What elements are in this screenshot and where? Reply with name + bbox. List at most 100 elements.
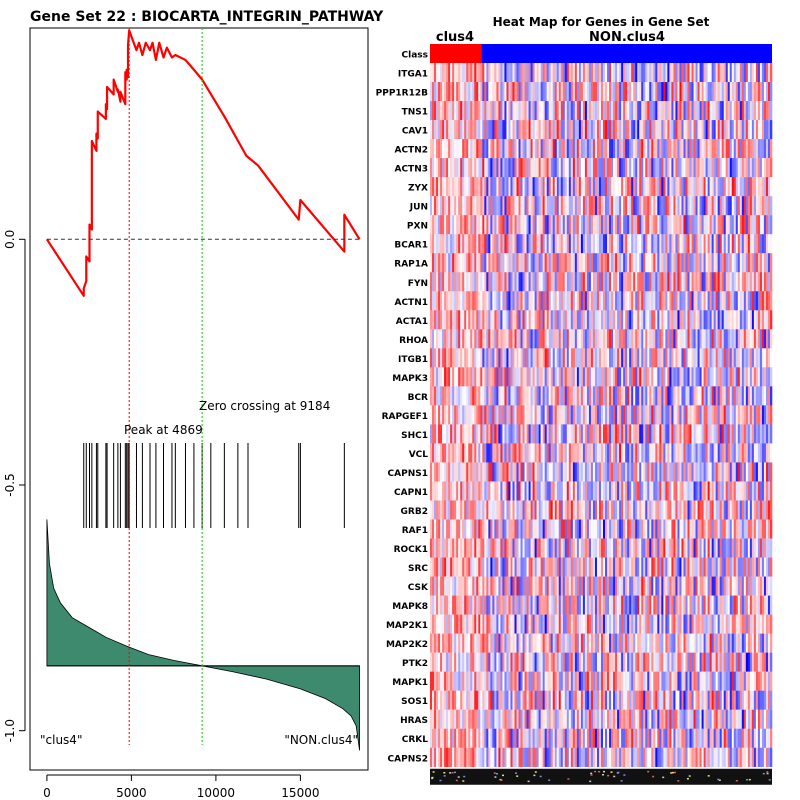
heatmap-cell xyxy=(709,405,712,425)
heatmap-cell xyxy=(548,139,551,159)
heatmap-cell xyxy=(470,63,473,83)
heatmap-cell xyxy=(558,405,562,425)
heatmap-cell xyxy=(446,576,449,596)
heatmap-cell xyxy=(512,101,515,121)
heatmap-cell xyxy=(454,576,457,596)
heatmap-cell xyxy=(542,272,545,292)
heatmap-cell xyxy=(695,120,698,140)
heatmap-cell xyxy=(546,348,549,368)
heatmap-cell xyxy=(520,82,523,102)
heatmap-cell xyxy=(482,500,485,520)
heatmap-cell xyxy=(755,310,759,330)
heatmap-cell xyxy=(522,234,525,254)
heatmap-cell xyxy=(560,158,564,178)
heatmap-cell xyxy=(615,215,618,235)
heatmap-cell xyxy=(627,215,630,235)
heatmap-cell xyxy=(540,443,543,463)
heatmap-cell xyxy=(558,329,562,349)
heatmap-cell xyxy=(701,557,704,577)
heatmap-cell xyxy=(534,158,537,178)
heatmap-cell xyxy=(761,272,765,292)
heatmap-cell xyxy=(488,462,491,482)
heatmap-cell xyxy=(504,272,507,292)
heatmap-cell xyxy=(516,462,519,482)
heatmap-cell xyxy=(731,215,735,235)
heatmap-cell xyxy=(707,120,710,140)
heatmap-cell xyxy=(534,595,537,615)
heatmap-cell xyxy=(450,538,453,558)
heatmap-cell xyxy=(462,234,465,254)
heatmap-cell xyxy=(751,139,755,159)
heatmap-cell xyxy=(582,462,586,482)
heatmap-cell xyxy=(586,424,590,444)
heatmap-cell xyxy=(598,424,602,444)
heatmap-cell xyxy=(705,576,708,596)
heatmap-cell xyxy=(715,63,718,83)
heatmap-cell xyxy=(456,310,459,330)
heatmap-cell xyxy=(663,215,666,235)
heatmap-cell xyxy=(456,63,459,83)
heatmap-cell xyxy=(582,386,586,406)
heatmap-cell xyxy=(735,63,739,83)
heatmap-cell xyxy=(733,177,737,197)
heatmap-cell xyxy=(703,310,706,330)
heatmap-cell xyxy=(633,348,636,368)
heatmap-cell xyxy=(510,348,513,368)
heatmap-cell xyxy=(434,481,437,501)
heatmap-cell xyxy=(566,462,570,482)
heatmap-cell xyxy=(699,367,702,387)
heatmap-cell xyxy=(745,443,749,463)
heatmap-cell xyxy=(695,139,698,159)
heatmap-cell xyxy=(717,348,720,368)
heatmap-cell xyxy=(456,196,459,216)
heatmap-cell xyxy=(588,272,592,292)
heatmap-cell xyxy=(731,139,735,159)
heatmap-cell xyxy=(580,196,584,216)
heatmap-cell xyxy=(703,443,706,463)
heatmap-cell xyxy=(538,82,541,102)
heatmap-cell xyxy=(498,101,501,121)
heatmap-cell xyxy=(627,367,630,387)
heatmap-cell xyxy=(494,101,497,121)
heatmap-cell xyxy=(526,538,529,558)
heatmap-cell xyxy=(687,253,690,273)
heatmap-cell xyxy=(729,120,733,140)
heatmap-cell xyxy=(603,481,606,501)
heatmap-cell xyxy=(524,329,527,349)
heatmap-cell xyxy=(544,253,547,273)
heatmap-cell xyxy=(607,177,610,197)
heatmap-cell xyxy=(522,500,525,520)
heatmap-cell xyxy=(518,82,521,102)
heatmap-cell xyxy=(653,595,656,615)
heatmap-cell xyxy=(615,82,618,102)
heatmap-cell xyxy=(526,348,529,368)
heatmap-cell xyxy=(763,177,767,197)
heatmap-cell xyxy=(476,101,479,121)
heatmap-cell xyxy=(629,519,632,539)
heatmap-cell xyxy=(659,272,662,292)
heatmap-cell xyxy=(482,424,485,444)
heatmap-cell xyxy=(526,310,529,330)
heatmap-cell xyxy=(699,405,702,425)
heatmap-cell xyxy=(550,139,554,159)
heatmap-cell xyxy=(460,82,463,102)
heatmap-cell xyxy=(574,367,578,387)
heatmap-cell xyxy=(705,101,708,121)
heatmap-cell xyxy=(430,158,433,178)
heatmap-cell xyxy=(747,557,751,577)
heatmap-cell xyxy=(482,519,485,539)
heatmap-cell xyxy=(530,234,533,254)
heatmap-cell xyxy=(434,424,437,444)
heatmap-cell xyxy=(641,196,644,216)
heatmap-cell xyxy=(572,101,576,121)
heatmap-cell xyxy=(717,329,720,349)
heatmap-cell xyxy=(558,481,562,501)
heatmap-cell xyxy=(677,424,680,444)
heatmap-cell xyxy=(667,367,670,387)
heatmap-cell xyxy=(653,82,656,102)
heatmap-cell xyxy=(609,177,612,197)
heatmap-cell xyxy=(643,63,646,83)
heatmap-cell xyxy=(615,291,618,311)
heatmap-cell xyxy=(629,253,632,273)
heatmap-cell xyxy=(588,310,592,330)
